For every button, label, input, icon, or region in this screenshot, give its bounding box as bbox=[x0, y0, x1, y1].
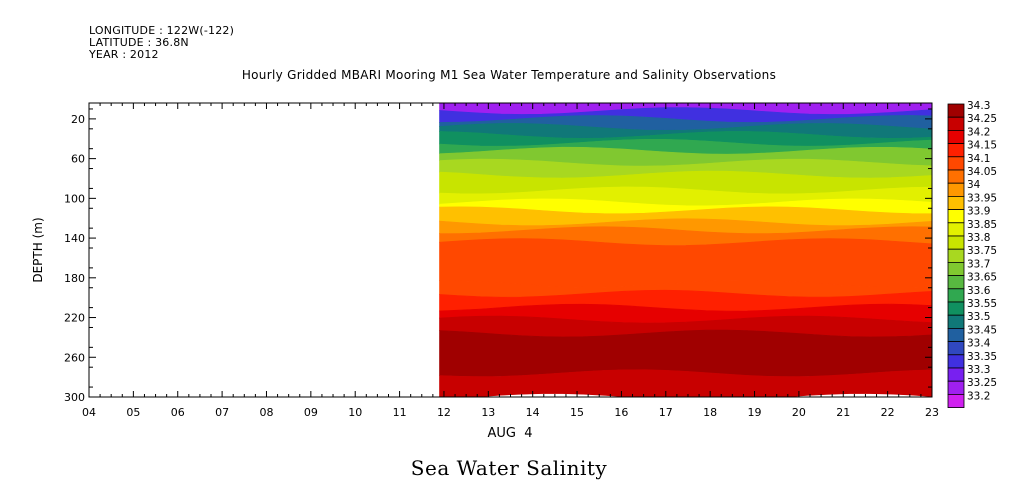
y-axis-label: DEPTH (m) bbox=[31, 217, 45, 282]
x-tick-label: 09 bbox=[304, 406, 318, 419]
colorbar-label: 34 bbox=[967, 179, 981, 191]
colorbar-label: 33.35 bbox=[967, 351, 997, 363]
y-tick-label: 220 bbox=[64, 312, 85, 325]
colorbar-swatch bbox=[947, 393, 965, 408]
colorbar-label: 33.25 bbox=[967, 377, 997, 389]
colorbar-swatch bbox=[947, 301, 965, 316]
colorbar-label: 33.5 bbox=[967, 311, 990, 323]
year-label: YEAR : 2012 bbox=[89, 48, 159, 61]
colorbar-label: 33.75 bbox=[967, 245, 997, 257]
x-tick-label: 14 bbox=[526, 406, 540, 419]
x-tick-label: 20 bbox=[792, 406, 806, 419]
contour-fill bbox=[439, 103, 932, 397]
y-tick-label: 260 bbox=[64, 351, 85, 364]
colorbar-swatch bbox=[947, 235, 965, 250]
contour-band bbox=[439, 329, 932, 377]
x-axis-label: AUG 4 bbox=[487, 426, 532, 441]
y-tick-label: 300 bbox=[64, 391, 85, 404]
colorbar-label: 33.3 bbox=[967, 364, 990, 376]
colorbar-swatch bbox=[947, 222, 965, 237]
x-tick-label: 21 bbox=[836, 406, 850, 419]
colorbar-label: 34.2 bbox=[967, 126, 990, 138]
x-tick-label: 18 bbox=[703, 406, 717, 419]
colorbar-swatch bbox=[947, 288, 965, 303]
longitude-label: LONGITUDE : 122W(-122) bbox=[89, 24, 235, 37]
colorbar-label: 33.65 bbox=[967, 272, 997, 284]
x-axis: 04 05 06 07 08 09 10 11 12 13 14 15 16 17 18 19 20 21 22 23 bbox=[82, 103, 939, 419]
y-tick-label: 180 bbox=[64, 272, 85, 285]
x-tick-label: 19 bbox=[748, 406, 762, 419]
x-tick-label: 13 bbox=[481, 406, 495, 419]
colorbar-swatch bbox=[947, 209, 965, 224]
colorbar-label: 33.6 bbox=[967, 285, 991, 297]
x-tick-label: 11 bbox=[393, 406, 407, 419]
colorbar-swatch bbox=[947, 380, 965, 395]
y-tick-label: 100 bbox=[64, 192, 85, 205]
colorbar-label: 33.2 bbox=[967, 390, 990, 402]
main-title: Sea Water Salinity bbox=[410, 456, 608, 480]
colorbar-swatch bbox=[947, 143, 965, 158]
x-tick-label: 05 bbox=[126, 406, 140, 419]
y-tick-label: 20 bbox=[71, 113, 85, 126]
colorbar-swatch bbox=[947, 129, 965, 144]
x-tick-label: 06 bbox=[171, 406, 185, 419]
x-tick-label: 04 bbox=[82, 406, 96, 419]
x-tick-label: 23 bbox=[925, 406, 939, 419]
colorbar-label: 33.45 bbox=[967, 324, 997, 336]
contour-band bbox=[439, 238, 932, 288]
colorbar-label: 33.7 bbox=[967, 258, 990, 270]
x-tick-label: 22 bbox=[881, 406, 895, 419]
colorbar-label: 33.95 bbox=[967, 192, 997, 204]
x-tick-label: 07 bbox=[215, 406, 229, 419]
colorbar-label: 34.25 bbox=[967, 113, 997, 125]
y-tick-label: 140 bbox=[64, 232, 85, 245]
colorbar-label: 33.9 bbox=[967, 206, 990, 218]
x-tick-label: 10 bbox=[348, 406, 362, 419]
colorbar-label: 33.4 bbox=[967, 338, 991, 350]
colorbar-swatch bbox=[947, 261, 965, 276]
x-tick-label: 15 bbox=[570, 406, 584, 419]
colorbar-swatch bbox=[947, 354, 965, 369]
colorbar-label: 33.8 bbox=[967, 232, 990, 244]
contour-band bbox=[439, 369, 932, 397]
colorbar-swatch bbox=[947, 182, 965, 197]
y-tick-label: 60 bbox=[71, 153, 85, 166]
x-tick-label: 12 bbox=[437, 406, 451, 419]
colorbar-label: 33.85 bbox=[967, 219, 997, 231]
colorbar-swatch bbox=[947, 275, 965, 290]
colorbar-swatch bbox=[947, 103, 965, 118]
colorbar-swatch bbox=[947, 195, 965, 210]
colorbar-label: 34.05 bbox=[967, 166, 997, 178]
chart-title: Hourly Gridded MBARI Mooring M1 Sea Wate… bbox=[241, 68, 777, 82]
colorbar-swatch bbox=[947, 341, 965, 356]
colorbar-swatch bbox=[947, 156, 965, 171]
x-tick-label: 16 bbox=[614, 406, 628, 419]
colorbar: 34.334.2534.234.1534.134.053433.9533.933… bbox=[947, 100, 997, 408]
x-tick-label: 17 bbox=[659, 406, 673, 419]
colorbar-label: 34.3 bbox=[967, 100, 990, 112]
colorbar-label: 34.15 bbox=[967, 140, 997, 152]
colorbar-swatch bbox=[947, 116, 965, 131]
colorbar-swatch bbox=[947, 248, 965, 263]
colorbar-swatch bbox=[947, 367, 965, 382]
colorbar-label: 33.55 bbox=[967, 298, 997, 310]
x-tick-label: 08 bbox=[259, 406, 273, 419]
colorbar-label: 34.1 bbox=[967, 153, 990, 165]
colorbar-swatch bbox=[947, 327, 965, 342]
latitude-label: LATITUDE : 36.8N bbox=[89, 36, 189, 49]
colorbar-swatch bbox=[947, 314, 965, 329]
colorbar-swatch bbox=[947, 169, 965, 184]
y-axis: 20 60 100 140 180 220 260 300 bbox=[64, 108, 932, 404]
